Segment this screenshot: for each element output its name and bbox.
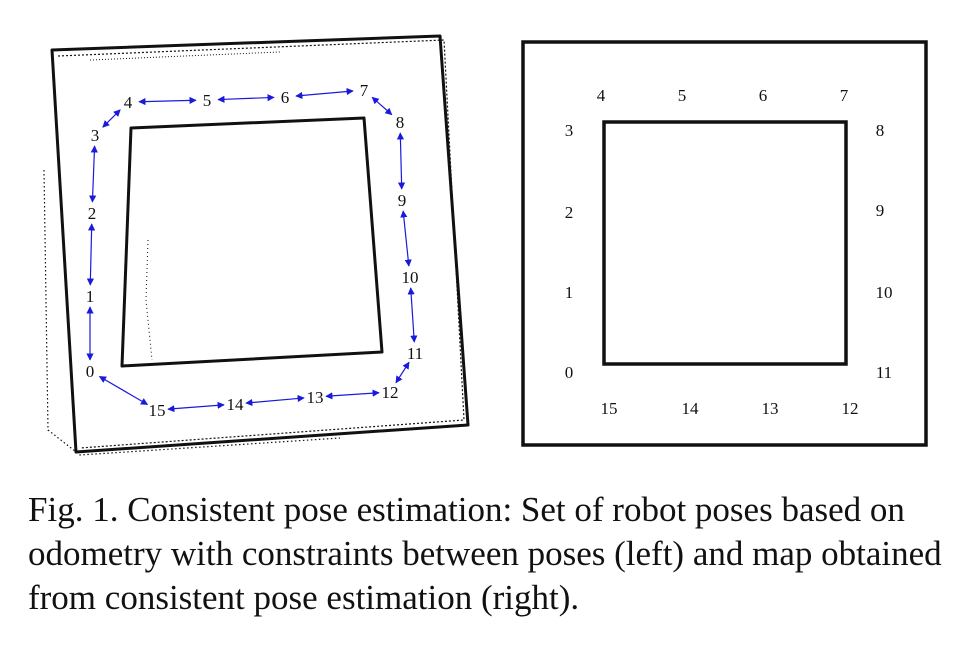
constraint-edge-13-14: [245, 394, 305, 407]
right-pose-label-3: 3: [565, 121, 574, 140]
constraint-edge-2-3: [89, 145, 98, 203]
left-pose-label-13: 13: [307, 388, 324, 407]
constraint-edge-3-4: [102, 109, 121, 128]
constraint-edge-6-7: [295, 87, 354, 100]
right-pose-label-15: 15: [601, 399, 618, 418]
left-pose-label-10: 10: [402, 268, 419, 287]
left-pose-label-4: 4: [124, 93, 133, 112]
right-pose-label-14: 14: [682, 399, 700, 418]
left-pose-label-11: 11: [407, 344, 423, 363]
right-pose-label-13: 13: [762, 399, 779, 418]
right-pose-label-1: 1: [565, 283, 574, 302]
right-outer-walls: [521, 40, 928, 447]
left-pose-label-5: 5: [203, 91, 212, 110]
right-pose-label-2: 2: [565, 203, 574, 222]
right-pose-label-10: 10: [876, 283, 893, 302]
constraint-edge-8-9: [396, 132, 406, 190]
left-pose-label-12: 12: [382, 383, 399, 402]
left-pose-label-1: 1: [86, 287, 95, 306]
figure: 0 1 2 3 4 5 6 7 8 9 10 11 12 13 14 15 0 1 2 3 4 5 6 7 8 9 10 11 12 1…: [43, 34, 928, 456]
constraint-edge-4-5: [138, 96, 197, 106]
left-pose-label-15: 15: [149, 401, 166, 420]
right-pose-label-8: 8: [876, 121, 885, 140]
right-pose-label-0: 0: [565, 363, 574, 382]
left-pose-label-0: 0: [86, 362, 95, 381]
left-pose-label-3: 3: [91, 126, 100, 145]
constraint-edge-10-11: [407, 287, 418, 343]
constraint-edge-11-12: [395, 361, 410, 384]
constraint-edge-15-0: [98, 376, 149, 405]
left-constraint-edges: [86, 87, 418, 413]
left-pose-label-14: 14: [227, 395, 245, 414]
right-pose-label-5: 5: [678, 86, 687, 105]
constraint-edge-1-2: [86, 223, 96, 286]
left-pose-label-9: 9: [398, 191, 407, 210]
right-pose-label-11: 11: [876, 363, 892, 382]
right-pose-label-7: 7: [840, 86, 849, 105]
constraint-edge-5-6: [217, 94, 275, 103]
left-outer-walls: [43, 34, 470, 456]
constraint-edge-12-13: [325, 389, 380, 400]
figure-caption: Fig. 1. Consistent pose estimation: Set …: [28, 490, 942, 617]
right-inner-walls: [602, 120, 848, 366]
right-pose-label-12: 12: [842, 399, 859, 418]
right-pose-label-4: 4: [597, 86, 606, 105]
left-pose-label-7: 7: [360, 81, 369, 100]
left-pose-label-8: 8: [396, 113, 405, 132]
left-inner-walls: [120, 116, 384, 368]
right-pose-label-6: 6: [759, 86, 768, 105]
constraint-edge-9-10: [400, 210, 412, 267]
left-pose-label-6: 6: [281, 88, 290, 107]
constraint-edge-7-8: [371, 96, 393, 116]
constraint-edge-14-15: [167, 401, 225, 413]
right-pose-label-9: 9: [876, 201, 885, 220]
left-pose-label-2: 2: [88, 204, 97, 223]
